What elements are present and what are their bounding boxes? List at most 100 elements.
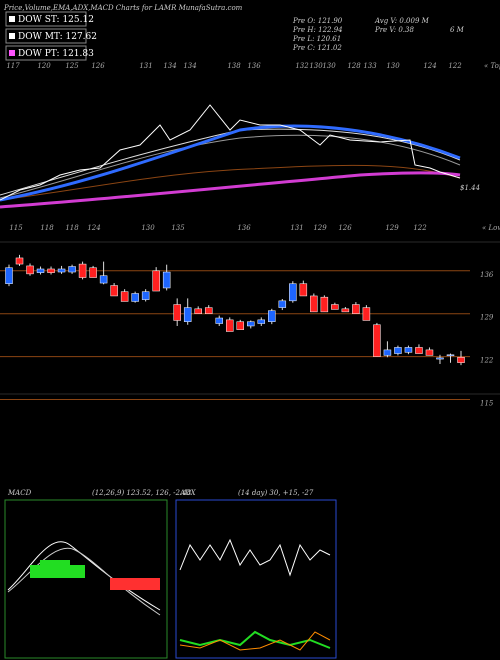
top-label: 117 <box>6 62 20 70</box>
page-title: Price,Volume,EMA,ADX,MACD Charts for LAM… <box>3 4 243 12</box>
candle-body <box>110 285 118 297</box>
y-tick-label: 115 <box>480 400 494 408</box>
adx-title: ADX <box>179 489 197 497</box>
low-label: 129 <box>313 224 327 232</box>
candle-body <box>26 265 34 275</box>
y-tick-label: 122 <box>480 357 494 365</box>
candle-body <box>425 349 434 356</box>
adx-panel <box>175 499 337 659</box>
candle-body <box>257 319 266 324</box>
low-label: 135 <box>171 224 185 232</box>
candle-body <box>215 317 223 324</box>
top-label: 134 <box>163 62 176 70</box>
top-label: 126 <box>91 62 105 70</box>
candle-body <box>99 275 108 284</box>
candle-body <box>383 349 392 356</box>
lows-label: « Lows <box>482 224 500 232</box>
candle-body <box>341 308 350 313</box>
candle-body <box>225 319 234 332</box>
stat: Pre O: 121.90 <box>292 17 343 25</box>
top-label: 130 <box>322 62 336 70</box>
candle-body <box>15 257 24 265</box>
candle-body <box>446 354 455 357</box>
top-label: 133 <box>363 62 377 70</box>
candle-body <box>152 270 160 292</box>
candle-body <box>120 291 129 302</box>
low-label: 130 <box>141 224 155 232</box>
macd-histogram-neg <box>110 578 160 590</box>
candle-body <box>299 283 308 297</box>
low-label: 115 <box>9 224 23 232</box>
legend-swatch <box>9 16 15 22</box>
y-tick-label: 129 <box>480 314 494 322</box>
candle-body <box>352 304 360 314</box>
candle-body <box>310 295 318 313</box>
candle-body <box>436 357 444 360</box>
macd-panel <box>4 499 168 659</box>
candle-body <box>89 267 97 278</box>
candle-body <box>404 347 413 353</box>
candle-body <box>331 304 339 310</box>
macd-title: MACD <box>7 489 32 497</box>
y-tick-label: 136 <box>480 271 494 279</box>
top-label: 130 <box>386 62 400 70</box>
candle-body <box>373 324 381 357</box>
legend-swatch <box>9 50 15 56</box>
legend-box <box>5 45 87 61</box>
low-label: 129 <box>385 224 399 232</box>
low-label: 131 <box>290 224 303 232</box>
candle-body <box>204 307 213 314</box>
top-label: 122 <box>448 62 462 70</box>
candle-body <box>268 310 276 322</box>
candle-body <box>36 268 45 273</box>
candle-body <box>141 291 150 300</box>
value-tag: $1.44 <box>460 184 480 192</box>
top-label: 124 <box>423 62 436 70</box>
low-label: 124 <box>87 224 100 232</box>
candle-body <box>68 266 76 273</box>
adx-params: (14 day) 30, +15, -27 <box>238 489 314 497</box>
stat: Pre C: 121.02 <box>292 44 342 52</box>
indicator-lines <box>7 538 331 651</box>
candle-body <box>320 296 329 313</box>
ema-lines <box>0 104 461 209</box>
candle-body <box>278 300 287 308</box>
candle-body <box>289 283 297 302</box>
low-label: 122 <box>413 224 427 232</box>
candle-body <box>457 356 465 363</box>
candle-body <box>78 263 87 278</box>
candle-body <box>47 268 55 273</box>
low-label: 118 <box>65 224 79 232</box>
candle-body <box>57 268 66 273</box>
stat: 6 M <box>450 26 465 34</box>
legend-box <box>5 28 87 44</box>
candle-body <box>183 307 192 322</box>
tops-label: « Tops <box>484 62 500 70</box>
low-label: 118 <box>40 224 54 232</box>
candle-body <box>236 321 245 330</box>
top-label: 134 <box>183 62 196 70</box>
macd-histogram <box>30 560 85 578</box>
stat: Pre L: 120.61 <box>292 35 341 43</box>
candle-body <box>162 271 171 289</box>
top-label: 131 <box>139 62 152 70</box>
candle-body <box>173 304 181 321</box>
top-label: 120 <box>37 62 51 70</box>
candle-body <box>5 267 13 284</box>
macd-params: (12,26,9) 123.52, 126, -2.48 <box>92 489 192 497</box>
top-label: 130 <box>309 62 323 70</box>
top-label: 125 <box>65 62 79 70</box>
top-label: 136 <box>247 62 261 70</box>
candle-body <box>131 293 139 302</box>
stat: Pre V: 0.38 <box>374 26 414 34</box>
stat: Pre H: 122.94 <box>292 26 343 34</box>
stat: Avg V: 0.009 M <box>374 17 430 25</box>
legend-swatch <box>9 33 15 39</box>
candle-body <box>362 307 371 321</box>
candle-body <box>415 347 423 354</box>
top-label: 138 <box>227 62 241 70</box>
top-label: 132 <box>295 62 309 70</box>
legend-label: DOW MT: 127.62 <box>18 32 97 42</box>
low-label: 136 <box>237 224 251 232</box>
